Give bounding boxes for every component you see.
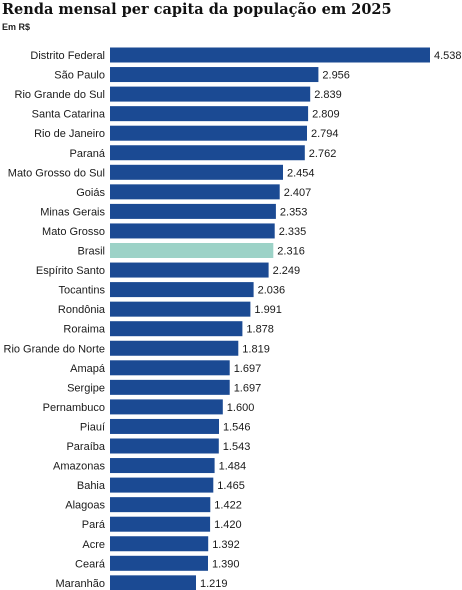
bar-group: Distrito Federal 4.538 São Paulo 2.956 Rio G… — [4, 47, 462, 590]
bar — [110, 223, 275, 239]
category-label: Rondônia — [58, 304, 106, 316]
value-label: 1.465 — [217, 480, 245, 492]
value-label: 2.335 — [279, 226, 307, 238]
value-label: 1.546 — [223, 421, 251, 433]
value-label: 1.543 — [223, 441, 251, 453]
value-label: 1.392 — [212, 539, 240, 551]
category-label: Goiás — [76, 187, 105, 199]
value-label: 2.407 — [284, 187, 312, 199]
category-label: Rio Grande do Norte — [4, 343, 106, 355]
value-label: 2.454 — [287, 167, 315, 179]
value-label: 2.809 — [312, 109, 340, 121]
highlight-bar — [110, 243, 274, 258]
bar — [110, 536, 209, 552]
value-label: 2.249 — [273, 265, 301, 277]
category-label: Santa Catarina — [32, 109, 106, 121]
category-label: Rio Grande do Sul — [15, 89, 106, 101]
value-label: 1.600 — [227, 402, 255, 414]
bar — [110, 203, 276, 219]
bar — [110, 340, 239, 356]
value-label: 1.697 — [234, 363, 262, 375]
bar — [110, 67, 319, 83]
bar — [110, 106, 309, 122]
bar — [110, 360, 230, 376]
bar — [110, 438, 219, 454]
value-label: 1.422 — [214, 500, 242, 512]
bar — [110, 555, 208, 571]
bar — [110, 477, 214, 493]
category-label: Minas Gerais — [40, 206, 105, 218]
value-label: 1.991 — [254, 304, 282, 316]
bar — [110, 497, 211, 513]
category-label: Pará — [82, 519, 106, 531]
bar — [110, 47, 430, 63]
value-label: 2.956 — [322, 70, 350, 82]
category-label: Alagoas — [65, 500, 105, 512]
bar — [110, 262, 269, 278]
value-label: 2.353 — [280, 206, 308, 218]
bar — [110, 86, 311, 102]
bar — [110, 321, 243, 337]
category-label: Amazonas — [53, 461, 105, 473]
value-label: 2.762 — [309, 148, 337, 160]
value-label: 2.839 — [314, 89, 342, 101]
category-label: Acre — [82, 539, 105, 551]
bar — [110, 399, 223, 415]
bar — [110, 575, 196, 590]
category-label: Paraná — [70, 148, 106, 160]
value-label: 2.036 — [258, 285, 286, 297]
bar — [110, 458, 215, 474]
category-label: Pernambuco — [43, 402, 105, 414]
category-label: Ceará — [75, 558, 106, 570]
category-label: Distrito Federal — [30, 50, 105, 62]
value-label: 1.878 — [246, 324, 274, 336]
category-label: Rio de Janeiro — [34, 128, 105, 140]
value-label: 1.819 — [242, 343, 270, 355]
category-label: Brasil — [77, 246, 105, 258]
bar — [110, 418, 219, 434]
bar — [110, 379, 230, 395]
value-label: 2.316 — [277, 246, 305, 258]
category-label: Mato Grosso do Sul — [8, 167, 105, 179]
chart-title: Renda mensal per capita da população em … — [2, 1, 392, 18]
bar — [110, 145, 305, 161]
category-label: Paraíba — [66, 441, 105, 453]
category-label: São Paulo — [54, 70, 105, 82]
bar — [110, 301, 251, 317]
chart-subtitle: Em R$ — [2, 22, 31, 32]
bar — [110, 282, 254, 298]
category-label: Tocantins — [59, 285, 106, 297]
category-label: Amapá — [70, 363, 106, 375]
value-label: 1.484 — [219, 461, 247, 473]
value-label: 1.420 — [214, 519, 242, 531]
category-label: Mato Grosso — [42, 226, 105, 238]
value-label: 1.697 — [234, 382, 262, 394]
value-label: 1.390 — [212, 558, 240, 570]
category-label: Roraima — [63, 324, 105, 336]
category-label: Bahia — [77, 480, 106, 492]
bar — [110, 164, 283, 180]
category-label: Maranhão — [55, 578, 105, 590]
category-label: Piauí — [80, 421, 105, 433]
bar — [110, 516, 211, 532]
value-label: 4.538 — [434, 50, 462, 62]
category-label: Espírito Santo — [36, 265, 105, 277]
value-label: 1.219 — [200, 578, 228, 590]
bar — [110, 125, 307, 141]
value-label: 2.794 — [311, 128, 339, 140]
category-label: Sergipe — [67, 382, 105, 394]
bar — [110, 184, 280, 200]
